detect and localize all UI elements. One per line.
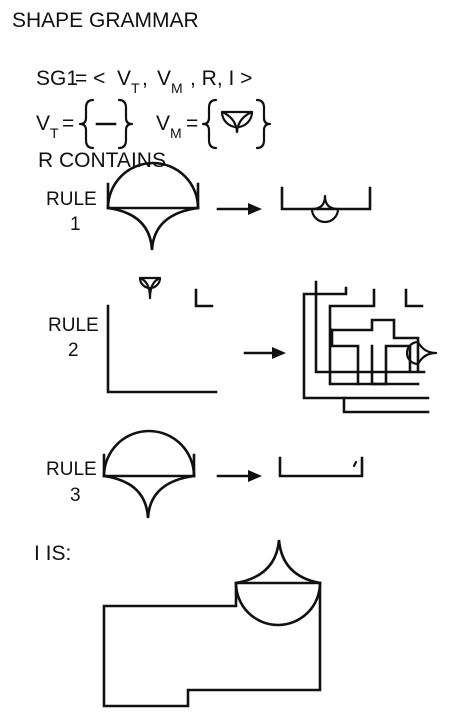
vt-subscript: T (50, 125, 59, 141)
rule-1-number: 1 (70, 214, 81, 235)
grammar-definition: SG1 = < V T , V M , R, I > (36, 67, 252, 96)
rule-1-arrow-icon (216, 203, 262, 215)
vt-label: V (36, 112, 50, 135)
vt-brace-left-icon (78, 98, 95, 150)
rule-2-left-marker-icon (138, 276, 162, 300)
rule-3-label: RULE (46, 459, 97, 480)
terminal-vocabulary: V T = (36, 98, 134, 150)
rule-3-right-shape (278, 456, 364, 478)
vt-brace-right-icon (117, 98, 134, 150)
rule-1-left-shape (106, 161, 200, 251)
rule-2-arrow-icon (243, 347, 286, 359)
grammar-comma: , (142, 67, 148, 90)
rules-heading: R CONTAINS (38, 149, 166, 172)
rule-3-left-shape (102, 429, 196, 519)
vm-label: V (156, 112, 170, 135)
rule-1-label: RULE (46, 189, 97, 210)
rule-2-right-shape (302, 280, 438, 414)
marker-vocabulary: V M = (156, 98, 272, 150)
vm-brace-right-icon (255, 98, 272, 150)
vt-equals: = (62, 112, 74, 135)
rule-2-left-shape (106, 276, 218, 394)
grammar-vt-subscript: T (131, 80, 140, 96)
grammar-equals: = < (75, 67, 105, 90)
initial-shape (102, 539, 322, 708)
grammar-vm: V (157, 67, 171, 90)
rule-3-number: 3 (70, 485, 81, 506)
figure-title: SHAPE GRAMMAR (12, 9, 199, 32)
vm-marker-icon (220, 110, 254, 134)
rule-1-right-shape (280, 186, 372, 224)
grammar-vt: V (117, 67, 131, 90)
grammar-vm-subscript: M (171, 80, 183, 96)
rule-2-label: RULE (48, 315, 99, 336)
vm-subscript: M (170, 125, 182, 141)
rule-3: RULE 3 (46, 429, 364, 519)
grammar-name: SG1 (36, 67, 78, 90)
rule-1: RULE 1 (46, 161, 372, 251)
rule-2: RULE 2 (48, 276, 438, 414)
grammar-rest: , R, I > (190, 67, 252, 90)
rule-2-number: 2 (68, 340, 79, 361)
initial-shape-heading: I IS: (34, 542, 71, 565)
rule-3-arrow-icon (216, 470, 262, 482)
vm-brace-left-icon (201, 98, 218, 150)
vm-equals: = (186, 112, 198, 135)
